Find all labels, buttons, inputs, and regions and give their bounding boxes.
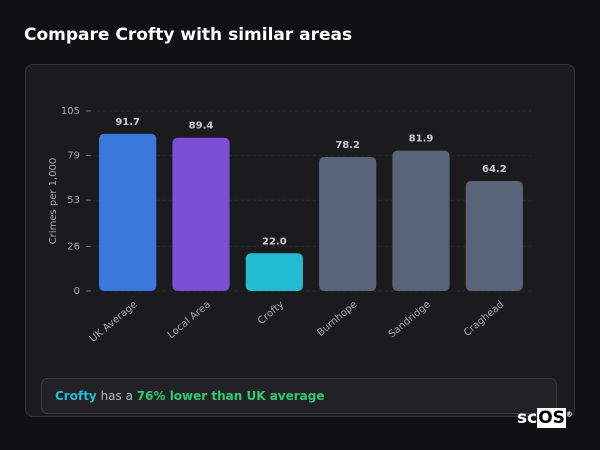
summary-highlight: 76% lower than UK average [136, 389, 325, 403]
y-tick-label: 53 [67, 195, 80, 206]
y-tick-label: 105 [61, 106, 80, 117]
page-title: Compare Crofty with similar areas [24, 25, 353, 45]
logo-suffix: OS [537, 408, 566, 428]
bar [465, 180, 523, 291]
bar [172, 137, 230, 291]
logo: scOS® [517, 408, 573, 428]
bar [319, 156, 377, 291]
x-tick-label: Burnhope [315, 299, 359, 339]
x-tick-label: Sandridge [387, 299, 433, 340]
summary-text: has a [100, 389, 133, 403]
bar [245, 253, 303, 291]
y-tick-label: 26 [67, 241, 80, 252]
bar [99, 133, 157, 291]
value-label: 22.0 [262, 236, 287, 247]
logo-mark: ® [565, 410, 573, 419]
y-axis-label: Crimes per 1,000 [48, 158, 59, 245]
y-tick-label: 79 [67, 151, 80, 162]
value-label: 78.2 [335, 140, 360, 151]
x-tick-label: Local Area [166, 299, 213, 341]
value-label: 89.4 [189, 121, 214, 132]
value-label: 81.9 [409, 134, 434, 145]
y-tick-label: 0 [74, 286, 80, 297]
logo-prefix: sc [517, 408, 538, 428]
bar [392, 150, 450, 291]
x-tick-label: Craghead [462, 299, 506, 339]
value-label: 64.2 [482, 164, 507, 175]
x-tick-label: UK Average [88, 299, 140, 345]
summary-area: Crofty [55, 389, 97, 403]
summary-box: Crofty has a 76% lower than UK average [41, 378, 557, 414]
x-tick-label: Crofty [256, 299, 286, 327]
value-label: 91.7 [115, 117, 140, 128]
